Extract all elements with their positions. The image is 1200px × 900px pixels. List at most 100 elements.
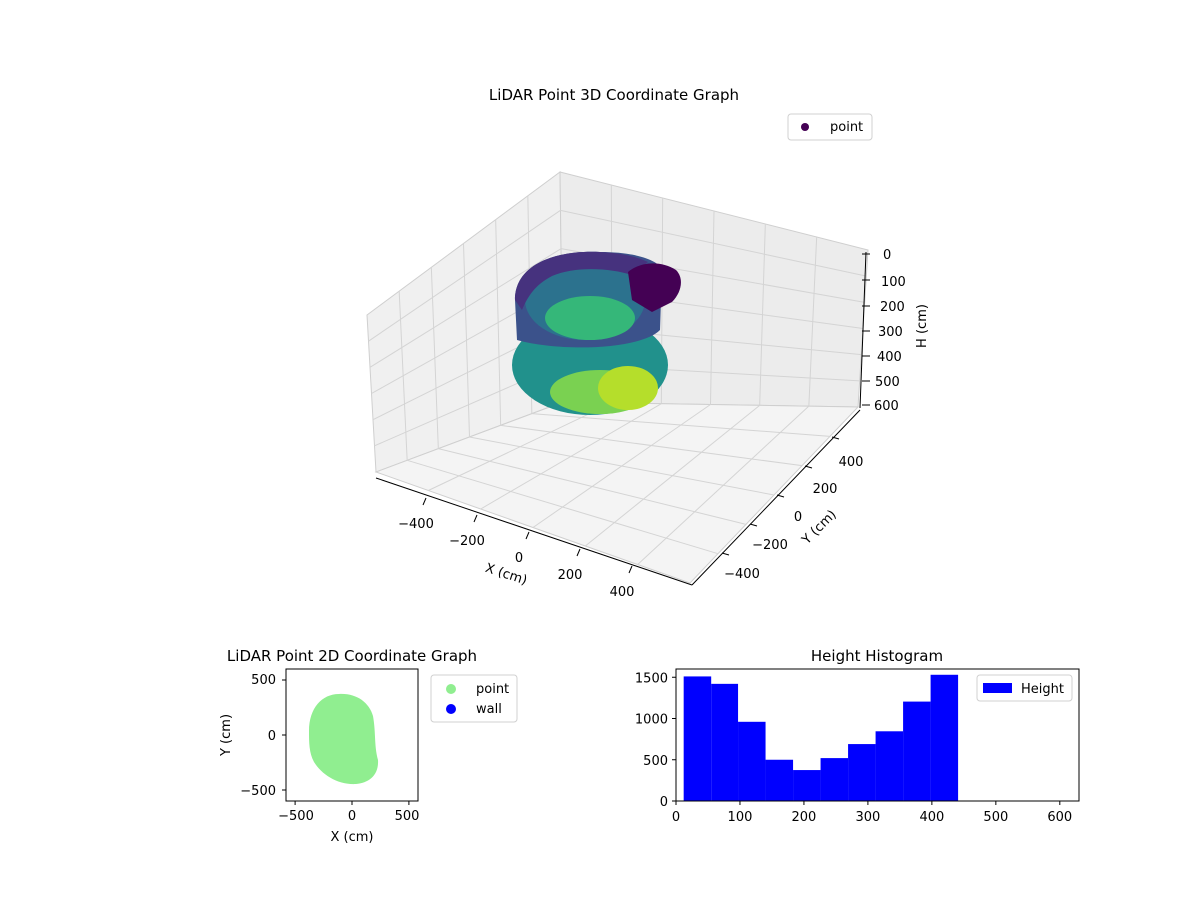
histogram-x-tick: 200 bbox=[792, 810, 817, 825]
chart-3d-x-tick: −200 bbox=[449, 534, 485, 549]
chart-3d-y-tick-mark bbox=[776, 494, 785, 498]
chart-2d-ticks bbox=[282, 679, 410, 805]
chart-3d-gridlines bbox=[368, 184, 867, 565]
histogram-y-tick: 500 bbox=[643, 754, 668, 769]
chart-3d-legend-label: point bbox=[830, 120, 863, 135]
chart-3d-z-tick-labels: 0 100 200 300 400 500 600 bbox=[874, 248, 906, 414]
chart-3d-cloud-rim-front bbox=[628, 263, 681, 312]
chart-3d-title: LiDAR Point 3D Coordinate Graph bbox=[489, 86, 739, 104]
chart-2d-legend: point wall bbox=[430, 674, 518, 723]
chart-2d-x-tick: 500 bbox=[395, 809, 420, 824]
chart-2d-y-tick-labels: 500 0 −500 bbox=[240, 673, 276, 799]
chart-3d-x-tick: 200 bbox=[558, 568, 583, 583]
histogram-y-tick: 1500 bbox=[635, 671, 668, 686]
histogram-legend: Height bbox=[976, 674, 1073, 702]
chart-3d-z-tick: 100 bbox=[881, 275, 906, 290]
chart-2d-title: LiDAR Point 2D Coordinate Graph bbox=[227, 647, 477, 665]
chart-3d-z-tick: 200 bbox=[880, 300, 905, 315]
chart-3d-legend-marker bbox=[801, 123, 809, 131]
chart-3d-z-tick: 300 bbox=[878, 325, 903, 340]
chart-3d-z-label: H (cm) bbox=[915, 304, 930, 348]
histogram-ticks bbox=[672, 676, 1061, 805]
chart-2d-x-tick: −500 bbox=[278, 809, 314, 824]
chart-3d-x-tick-labels: −400 −200 0 200 400 bbox=[398, 517, 634, 600]
histogram-legend-label: Height bbox=[1021, 682, 1064, 697]
chart-2d-point-cloud bbox=[309, 693, 379, 785]
histogram-bar bbox=[711, 683, 739, 801]
histogram-x-tick-labels: 0 100 200 300 400 500 600 bbox=[672, 810, 1072, 825]
histogram-x-tick: 100 bbox=[728, 810, 753, 825]
histogram-x-tick: 600 bbox=[1047, 810, 1072, 825]
chart-3d-x-tick: −400 bbox=[398, 517, 434, 532]
chart-3d-x-tick: 400 bbox=[610, 585, 635, 600]
chart-3d-x-tick-mark bbox=[525, 531, 530, 540]
chart-2d-legend-marker-point bbox=[446, 684, 456, 694]
chart-3d-y-label: Y (cm) bbox=[799, 507, 840, 548]
histogram-bar bbox=[793, 770, 821, 801]
chart-2d-legend-label-wall: wall bbox=[476, 702, 502, 717]
chart-3d-ticks bbox=[422, 253, 870, 574]
histogram-bar bbox=[848, 744, 876, 801]
chart-2d-x-label: X (cm) bbox=[331, 830, 374, 845]
histogram-y-tick: 1000 bbox=[635, 713, 668, 728]
chart-3d: LiDAR Point 3D Coordinate Graph −400 −20… bbox=[366, 86, 930, 600]
chart-2d: LiDAR Point 2D Coordinate Graph −500 0 5… bbox=[219, 647, 518, 845]
chart-2d-x-tick: 0 bbox=[348, 809, 356, 824]
chart-3d-x-axis bbox=[375, 477, 693, 586]
histogram-x-tick: 500 bbox=[983, 810, 1008, 825]
chart-3d-z-tick: 500 bbox=[875, 375, 900, 390]
chart-3d-y-tick-labels: −400 −200 0 200 400 bbox=[724, 455, 863, 582]
chart-3d-x-tick-mark bbox=[473, 514, 478, 523]
histogram-legend-swatch bbox=[983, 683, 1012, 693]
chart-3d-x-tick-mark bbox=[576, 548, 581, 557]
chart-2d-y-label: Y (cm) bbox=[219, 714, 234, 757]
chart-2d-y-tick: 500 bbox=[251, 673, 276, 688]
chart-3d-cloud-floor-highlight bbox=[598, 366, 658, 410]
chart-3d-y-tick: 200 bbox=[813, 482, 838, 497]
chart-3d-y-tick-mark bbox=[831, 436, 840, 440]
chart-3d-z-tick: 600 bbox=[874, 399, 899, 414]
chart-3d-z-tick: 400 bbox=[877, 350, 902, 365]
chart-2d-y-tick: 0 bbox=[268, 729, 276, 744]
histogram-axes-frame bbox=[675, 668, 1080, 802]
histogram-legend-frame bbox=[976, 674, 1073, 702]
chart-3d-x-tick-mark bbox=[628, 565, 633, 574]
chart-3d-y-tick: −400 bbox=[724, 567, 760, 582]
chart-2d-y-tick: −500 bbox=[240, 784, 276, 799]
chart-3d-y-tick: 0 bbox=[794, 510, 802, 525]
chart-3d-y-tick-mark bbox=[749, 523, 758, 527]
histogram-x-tick: 0 bbox=[672, 810, 680, 825]
chart-3d-y-tick: −200 bbox=[752, 538, 788, 553]
histogram-bar bbox=[820, 758, 849, 801]
histogram-y-tick: 0 bbox=[660, 795, 668, 810]
chart-3d-cloud-rim bbox=[515, 251, 648, 310]
histogram-bar bbox=[683, 676, 712, 801]
chart-3d-cloud-inner-floor bbox=[545, 296, 635, 340]
chart-histogram: Height Histogram 0 100 200 300 400 500 600 0 50… bbox=[635, 647, 1080, 825]
chart-3d-x-tick-mark bbox=[422, 497, 427, 506]
histogram-x-tick: 300 bbox=[855, 810, 880, 825]
histogram-bar bbox=[765, 759, 794, 801]
chart-2d-x-tick-labels: −500 0 500 bbox=[278, 809, 419, 824]
chart-3d-y-tick-mark bbox=[804, 465, 813, 469]
chart-3d-y-axis bbox=[691, 409, 861, 586]
histogram-title: Height Histogram bbox=[811, 647, 943, 665]
histogram-y-tick-labels: 0 500 1000 1500 bbox=[635, 671, 668, 810]
histogram-bar bbox=[930, 674, 959, 801]
chart-3d-legend-frame bbox=[787, 113, 873, 141]
chart-3d-y-tick: 400 bbox=[839, 455, 864, 470]
histogram-bars bbox=[683, 674, 959, 801]
chart-3d-z-axis bbox=[859, 251, 867, 409]
chart-2d-legend-marker-wall bbox=[446, 704, 456, 714]
histogram-x-tick: 400 bbox=[919, 810, 944, 825]
chart-3d-y-tick-mark bbox=[721, 552, 730, 556]
gridline bbox=[637, 405, 810, 565]
chart-3d-z-tick: 0 bbox=[883, 248, 891, 263]
histogram-bar bbox=[738, 721, 766, 801]
chart-3d-x-tick: 0 bbox=[515, 551, 523, 566]
histogram-bar bbox=[875, 731, 904, 801]
chart-3d-legend: point bbox=[787, 113, 873, 141]
chart-3d-point-cloud bbox=[512, 251, 681, 415]
chart-2d-legend-label-point: point bbox=[476, 682, 509, 697]
